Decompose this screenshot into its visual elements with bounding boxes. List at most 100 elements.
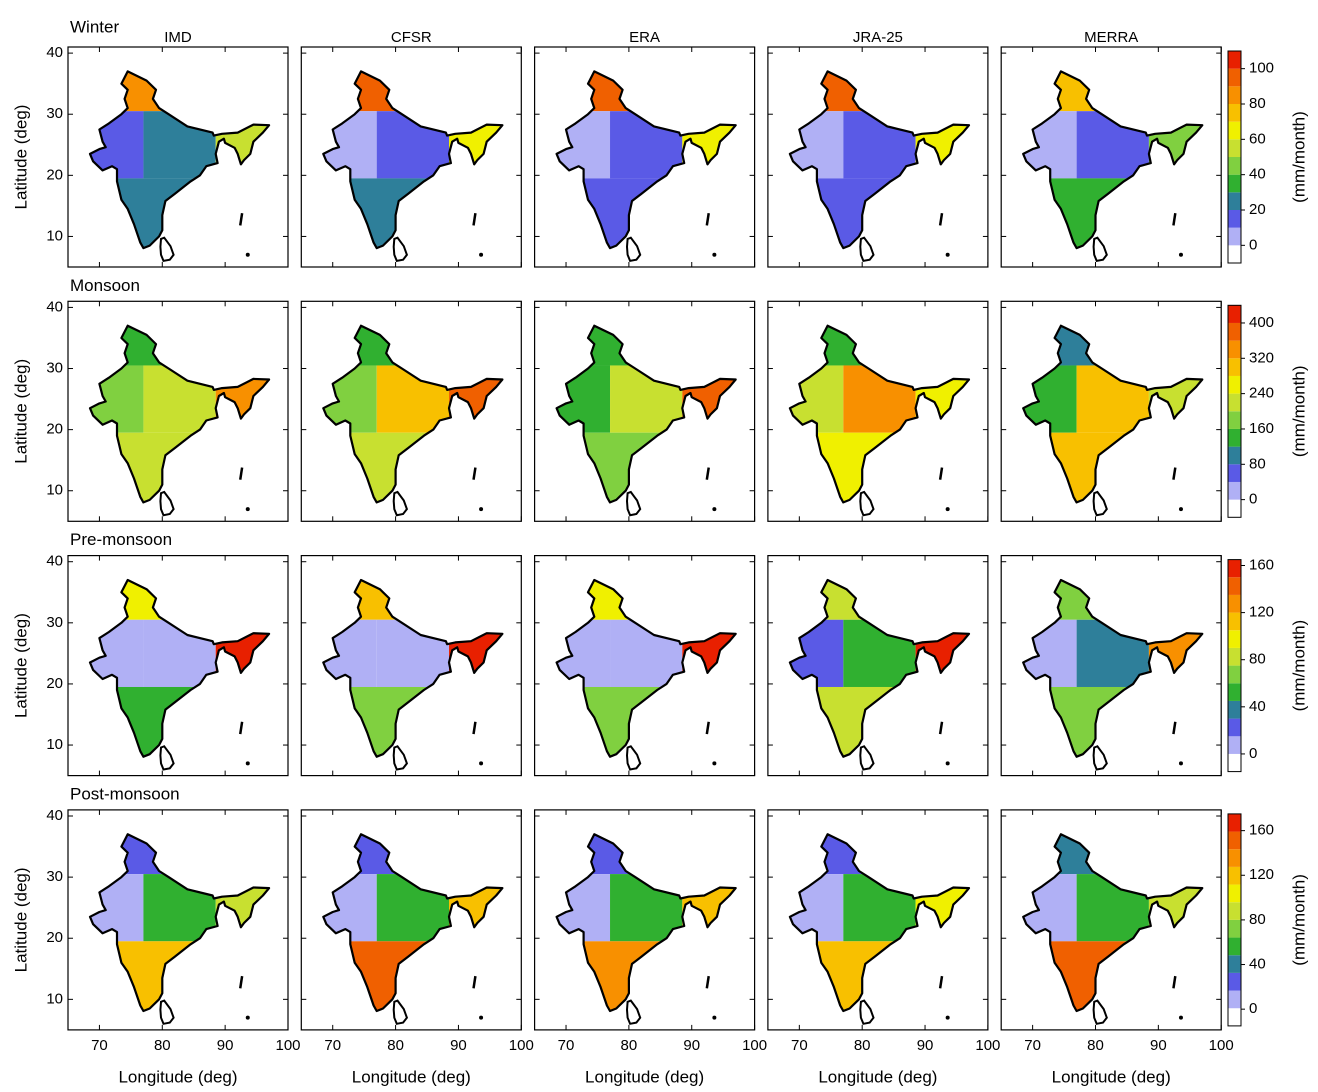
islands [238, 213, 244, 226]
panel-frame [67, 809, 289, 1031]
y-tick-label: 10 [46, 736, 63, 753]
x-tick-label: 80 [854, 1037, 871, 1054]
region-cell [90, 941, 216, 1011]
region-cell [449, 71, 503, 179]
map-fill [556, 834, 736, 1011]
colorbar-swatch [1228, 464, 1241, 482]
x-tick-label: 90 [917, 1037, 934, 1054]
islands [938, 467, 944, 480]
region-cell [90, 432, 216, 503]
y-tick-label: 30 [46, 105, 63, 122]
colorbar-swatch [1228, 322, 1241, 341]
colorbar-swatch [1228, 594, 1241, 613]
islands [472, 721, 477, 735]
panel-frame [767, 300, 989, 522]
sri-lanka [859, 999, 875, 1025]
region-cell [449, 834, 503, 942]
island [1178, 252, 1183, 257]
panel-frame [67, 46, 289, 268]
map-fill [323, 325, 503, 503]
x-tick-label: 100 [742, 1037, 767, 1054]
colorbar-swatch [1228, 559, 1241, 578]
colorbar-swatch [1228, 577, 1241, 595]
region-cell [915, 834, 969, 942]
x-axis-label: Longitude (deg) [585, 1067, 704, 1086]
island [245, 1015, 250, 1020]
colorbar-swatch [1228, 831, 1241, 850]
panel-frame [300, 554, 522, 777]
y-tick-label: 40 [46, 553, 63, 570]
colorbar-swatch [1228, 884, 1241, 903]
colorbar-swatch [1228, 866, 1241, 885]
y-tick-label: 10 [46, 227, 63, 244]
sri-lanka [159, 490, 175, 517]
x-tick-label: 70 [791, 1037, 808, 1054]
map-fill [1023, 71, 1203, 249]
colorbar-swatch [1228, 157, 1241, 175]
colorbar-label: (mm/month) [1289, 365, 1308, 457]
islands [1172, 467, 1177, 480]
y-tick-label: 20 [46, 675, 63, 692]
y-tick-label: 30 [46, 868, 63, 885]
colorbar-swatch [1228, 612, 1241, 631]
map-fill [90, 325, 270, 503]
y-tick-label: 30 [46, 614, 63, 631]
region-cell [915, 71, 969, 179]
region-cell [1148, 71, 1203, 179]
region-cell [215, 71, 270, 179]
colorbar-tick-label: 400 [1249, 314, 1274, 331]
x-axis-label: Longitude (deg) [1052, 1067, 1171, 1086]
coastline [88, 70, 271, 250]
colorbar-label: (mm/month) [1289, 874, 1308, 966]
map-fill [556, 580, 736, 757]
coastline [322, 578, 504, 758]
colorbar-tick-label: 80 [1249, 651, 1266, 668]
region-cell [1148, 580, 1203, 687]
region-cell [682, 580, 736, 687]
panel-frame [767, 809, 989, 1031]
colorbar-tick-label: 120 [1249, 866, 1274, 883]
y-tick-label: 40 [46, 44, 63, 61]
sri-lanka [1092, 490, 1108, 517]
colorbar-label: (mm/month) [1289, 111, 1308, 203]
x-tick-label: 90 [217, 1037, 234, 1054]
sri-lanka [625, 490, 642, 517]
islands [1172, 721, 1177, 735]
sri-lanka [159, 236, 175, 263]
panel-frame [300, 809, 522, 1031]
sri-lanka [859, 490, 875, 517]
islands [705, 467, 710, 480]
map-fill [789, 71, 969, 249]
islands [472, 467, 477, 480]
sri-lanka [625, 999, 642, 1025]
colorbar-swatch [1228, 736, 1241, 754]
column-title: CFSR [391, 29, 432, 46]
colorbar-swatch [1228, 375, 1241, 394]
colorbar-swatch [1228, 700, 1241, 719]
islands [238, 975, 244, 989]
island [945, 761, 950, 766]
sri-lanka [392, 745, 409, 771]
map-fill [789, 580, 969, 757]
sri-lanka [392, 236, 409, 263]
x-axis-label: Longitude (deg) [352, 1067, 471, 1086]
sri-lanka [159, 745, 175, 771]
x-tick-label: 70 [324, 1037, 341, 1054]
colorbar-tick-label: 0 [1249, 745, 1257, 762]
coastline [788, 70, 971, 250]
colorbar-swatch [1228, 428, 1241, 447]
y-tick-label: 40 [46, 807, 63, 824]
colorbar-swatch [1228, 174, 1241, 193]
coastline [1022, 324, 1204, 504]
season-title: Monsoon [70, 276, 140, 295]
region-cell [682, 325, 736, 433]
colorbar-tick-label: 80 [1249, 95, 1266, 112]
coastline [788, 833, 971, 1013]
region-cell [556, 941, 683, 1011]
region-cell [682, 71, 736, 179]
colorbar-tick-label: 160 [1249, 822, 1274, 839]
colorbar-tick-label: 40 [1249, 698, 1266, 715]
coastline [88, 324, 271, 504]
panel-frame [533, 554, 756, 777]
y-axis-label: Latitude (deg) [11, 613, 30, 718]
